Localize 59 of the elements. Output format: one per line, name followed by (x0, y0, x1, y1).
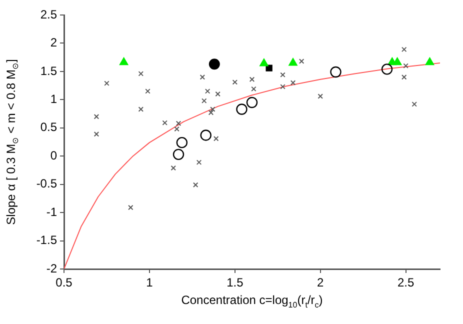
x-tick-label: 2 (317, 276, 324, 290)
point (200, 74, 206, 80)
point (138, 71, 144, 76)
y-tick-label: -1.5 (36, 233, 58, 248)
point (280, 84, 286, 90)
point (215, 91, 220, 97)
point (290, 80, 296, 86)
point (251, 86, 256, 92)
point (208, 58, 220, 70)
y-tick-label: 1.5 (40, 64, 58, 78)
point (249, 76, 255, 82)
point (246, 96, 258, 108)
point (176, 136, 188, 148)
point (392, 57, 402, 66)
point (94, 131, 100, 137)
point (280, 72, 286, 78)
point (170, 165, 176, 171)
y-tick-label: 2 (50, 36, 58, 50)
point (200, 130, 212, 141)
point (401, 74, 407, 80)
point (119, 57, 128, 66)
point (128, 204, 134, 210)
point (210, 106, 216, 112)
point (318, 94, 323, 99)
y-tick-label: 0 (50, 148, 58, 162)
y-tick-label: -0.5 (36, 176, 58, 191)
point (94, 114, 100, 120)
point (401, 46, 407, 52)
point (381, 64, 393, 75)
y-tick-label: -2 (46, 261, 58, 276)
x-axis-title: Concentration c=log$_{10}$(r$_{t}$/r$_{c}$) (180, 293, 324, 310)
point (145, 88, 150, 94)
point (288, 58, 298, 66)
x-tick-label: 2.5 (397, 276, 414, 290)
point (138, 106, 144, 112)
point (162, 120, 168, 126)
point (104, 80, 110, 86)
y-tick-label: 2.5 (40, 7, 58, 22)
x-tick-label: 1 (146, 276, 154, 290)
y-tick-label: -1 (46, 204, 58, 219)
y-tick-label: 1 (50, 92, 58, 106)
point (236, 104, 248, 115)
point (204, 88, 210, 94)
point (202, 98, 207, 104)
y-tick-label: 0.5 (40, 120, 58, 134)
point (208, 110, 214, 116)
x-tick-label: 1.5 (226, 276, 244, 290)
point (232, 80, 238, 85)
point (403, 63, 408, 68)
point (298, 58, 304, 64)
point (260, 58, 268, 66)
point (192, 182, 198, 188)
point (330, 66, 342, 78)
point (412, 102, 417, 107)
point (213, 136, 219, 142)
point (425, 57, 434, 66)
point (266, 64, 272, 72)
point (172, 148, 184, 160)
point (196, 160, 202, 165)
